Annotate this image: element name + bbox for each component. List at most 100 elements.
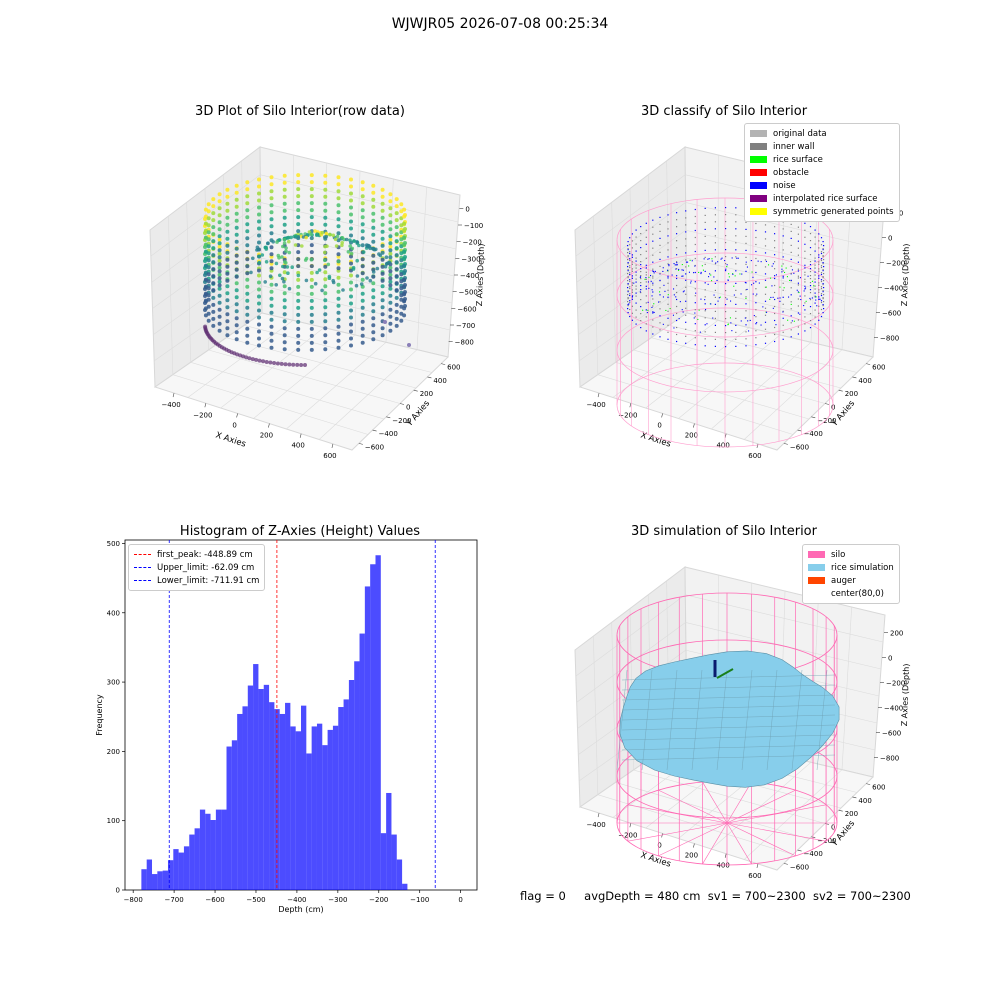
- p2-class-point: [756, 322, 758, 324]
- p1-wall-point: [282, 284, 287, 289]
- p1-wall-point: [282, 180, 287, 185]
- p2-wall-point: [659, 230, 661, 232]
- p1-wall-point: [234, 288, 239, 293]
- p2-wall-point: [629, 293, 631, 295]
- sv2-text: sv2 = 700~2300: [812, 889, 911, 903]
- p1-y-tick-label: 400: [433, 377, 446, 385]
- p2-wall-point: [725, 214, 727, 216]
- p1-wall-point: [225, 222, 230, 227]
- p2-wall-point: [809, 240, 812, 242]
- p2-class-point: [787, 319, 789, 321]
- p1-wall-point: [269, 310, 274, 315]
- p2-wall-point: [627, 245, 629, 247]
- p4-z-tick-label: −400: [884, 705, 903, 713]
- p1-wall-point: [309, 180, 314, 185]
- p3-y-label: Frequency: [95, 694, 104, 736]
- p2-y-tick: [838, 389, 843, 392]
- p1-wall-point: [309, 270, 314, 275]
- p2-wall-point: [735, 331, 737, 333]
- p2-class-point: [647, 301, 649, 303]
- p2-wall-point: [735, 338, 737, 340]
- p1-wall-point: [394, 295, 399, 300]
- p1-wall-point: [296, 340, 301, 345]
- p2-z-tick-label: −200: [886, 260, 905, 268]
- p2-wall-point: [809, 233, 812, 235]
- p2-class-point: [790, 303, 792, 305]
- p2-wall-point: [818, 263, 820, 265]
- p1-wall-point: [349, 191, 353, 196]
- p1-y-tick: [441, 363, 446, 365]
- p2-wall-point: [822, 291, 824, 293]
- p1-y-tick-label: 600: [447, 364, 460, 372]
- p1-bottom-point: [279, 361, 284, 366]
- p4-mesh-line: [641, 669, 653, 771]
- p1-wall-point: [234, 183, 239, 188]
- p1-wall-point: [388, 248, 393, 253]
- p2-wall-point: [822, 255, 824, 257]
- p1-wall-point: [257, 191, 261, 196]
- p2-class-point: [744, 317, 746, 319]
- p2-wall-point: [635, 274, 637, 276]
- p2-wall-point: [804, 222, 806, 224]
- p2-wall-point: [714, 214, 716, 216]
- p1-surface-point: [355, 240, 359, 244]
- p1-wall-point: [360, 208, 365, 213]
- p2-wall-point: [797, 233, 799, 235]
- p1-wall-point: [360, 312, 365, 317]
- p1-surface-point: [294, 234, 298, 238]
- p1-wall-point: [296, 305, 301, 310]
- p2-wall-point: [694, 236, 696, 239]
- p1-surface-point: [290, 265, 294, 269]
- p2-wall-point: [797, 326, 799, 328]
- p1-surface-point: [359, 282, 364, 286]
- p2-wall-point: [797, 284, 799, 286]
- p2-wall-point: [704, 242, 706, 244]
- p1-wall-point: [394, 246, 399, 251]
- p2-class-point: [741, 273, 743, 275]
- p1-wall-point: [360, 333, 365, 338]
- p2-wall-point: [797, 254, 799, 256]
- p2-class-point: [678, 318, 680, 320]
- p2-class-point: [809, 297, 811, 299]
- p1-wall-point: [225, 291, 230, 296]
- p1-wall-point: [211, 288, 216, 293]
- p2-wall-point: [659, 315, 661, 317]
- p2-wall-point: [823, 287, 825, 289]
- p2-wall-point: [725, 263, 727, 265]
- p2-grid-line: [743, 349, 843, 440]
- p3-bar: [391, 834, 397, 890]
- p4-y-tick: [824, 823, 830, 825]
- p2-wall-point: [774, 340, 776, 343]
- p1-wall-point: [206, 258, 211, 263]
- p2-wall-point: [645, 330, 647, 332]
- p1-wall-point: [349, 226, 353, 231]
- p2-class-point: [751, 271, 753, 273]
- p1-wall-point: [336, 231, 341, 236]
- p2-wall-point: [640, 275, 642, 277]
- p1-wall-point: [206, 216, 211, 221]
- p2-class-point: [791, 320, 793, 322]
- p2-class-point: [753, 282, 755, 284]
- p1-wall-point: [269, 252, 274, 257]
- p1-bottom-point: [238, 353, 243, 358]
- p1-wall-point: [269, 210, 274, 215]
- p1-wall-point: [323, 187, 328, 192]
- p3-bar: [295, 731, 301, 890]
- p2-class-point: [644, 278, 646, 280]
- p1-wall-point: [282, 173, 287, 178]
- p2-wall-point: [774, 284, 776, 287]
- p1-wall-point: [371, 281, 376, 286]
- p2-wall-point: [818, 233, 820, 235]
- p1-surface-point: [327, 276, 332, 280]
- p3-bar: [380, 833, 387, 890]
- p2-wall-point: [652, 226, 654, 228]
- p3-bar: [332, 725, 339, 890]
- p2-wall-point: [804, 236, 806, 238]
- p2-wall-point: [714, 207, 716, 209]
- p1-outlier-point: [383, 320, 387, 324]
- p4-silo-spoke: [627, 804, 728, 824]
- p2-wall-point: [735, 296, 737, 298]
- p2-class-point: [693, 272, 695, 274]
- p1-wall-point: [399, 202, 404, 207]
- p2-class-point: [689, 259, 691, 261]
